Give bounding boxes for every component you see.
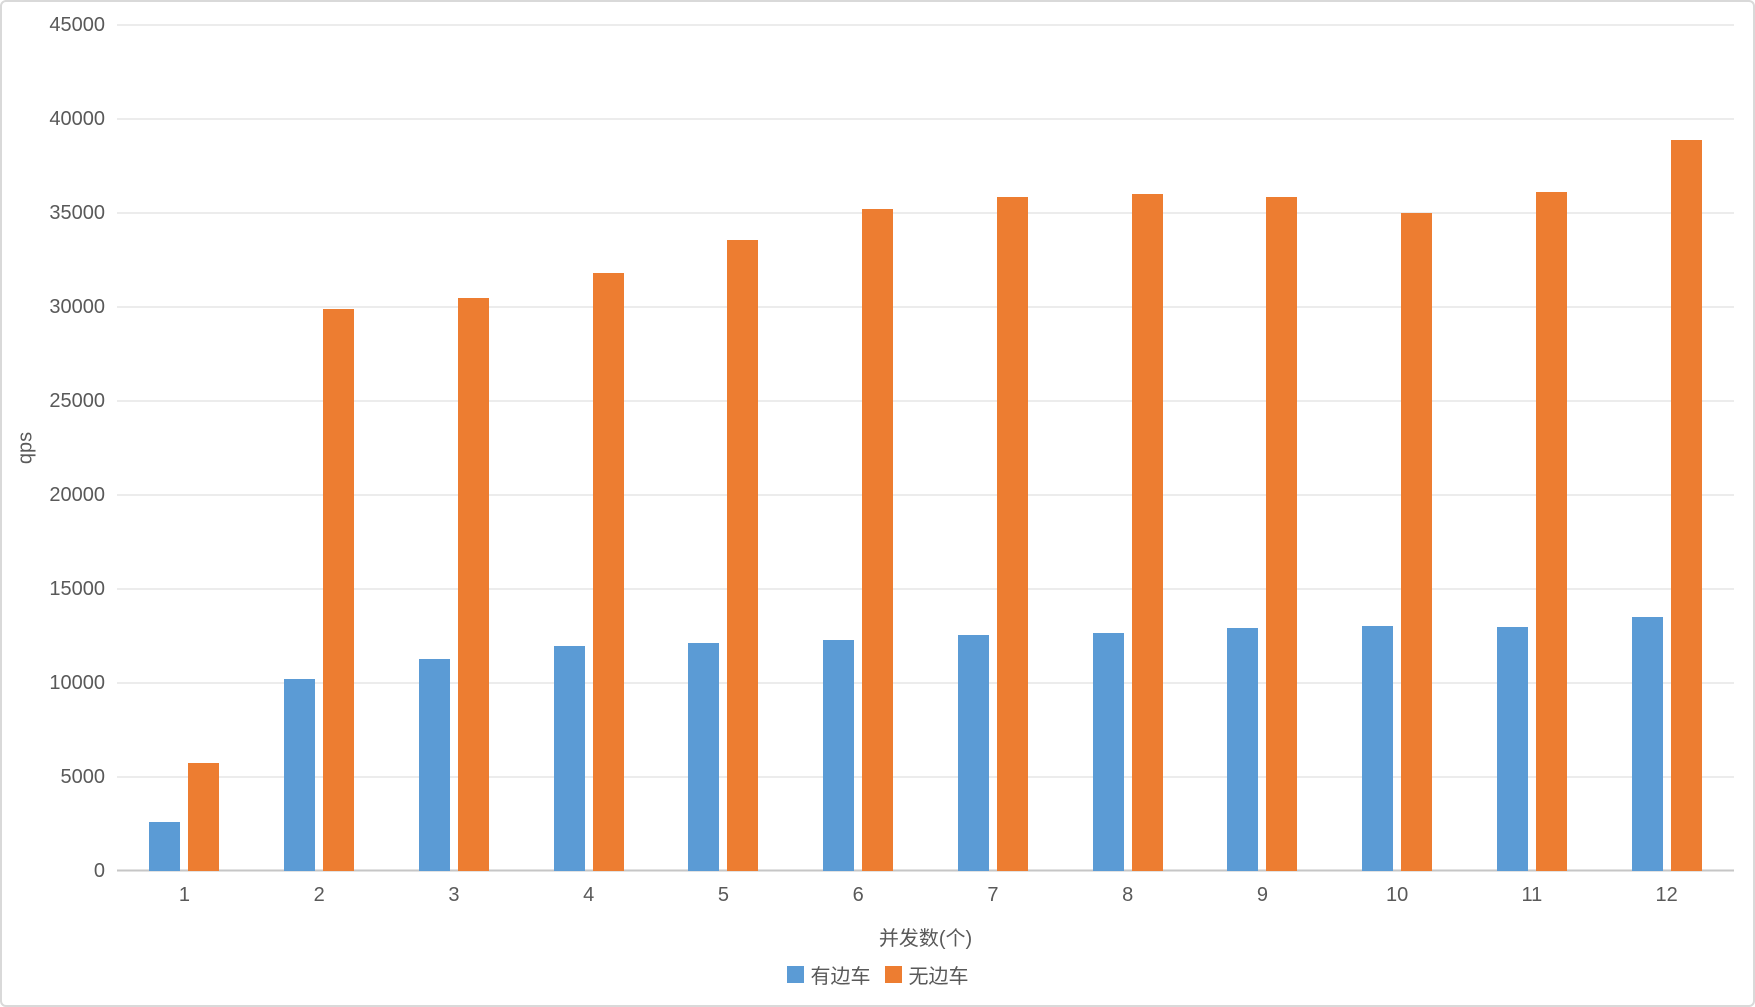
gridline-45000 [117, 24, 1734, 26]
bar-无边车-x12 [1670, 139, 1702, 871]
gridline-15000 [117, 588, 1734, 590]
x-tick-label-3: 3 [448, 884, 460, 906]
bar-无边车-x8 [1131, 194, 1163, 871]
gridline-40000 [117, 118, 1734, 120]
x-tick-label-10: 10 [1386, 884, 1409, 906]
y-tick-label-45000: 45000 [49, 14, 105, 36]
bar-有边车-x3 [418, 658, 450, 871]
x-axis-ticks: 1 2 3 4 5 6 7 8 9 10 11 12 [117, 884, 1734, 907]
gridline-5000 [117, 776, 1734, 778]
bar-无边车-x1 [188, 762, 220, 871]
gridline-10000 [117, 682, 1734, 684]
x-tick-label-1: 1 [178, 884, 190, 906]
x-tick-label-7: 7 [987, 884, 999, 906]
legend-swatch-icon [884, 966, 902, 983]
bar-有边车-x2 [284, 679, 316, 871]
bar-有边车-x7 [957, 635, 989, 871]
bar-有边车-x1 [149, 822, 181, 871]
x-axis-title: 并发数(个) [878, 928, 973, 950]
y-tick-label-35000: 35000 [49, 202, 105, 224]
x-tick-label-2: 2 [313, 884, 325, 906]
x-tick-label-8: 8 [1122, 884, 1134, 906]
y-axis-title: qps [14, 431, 37, 465]
gridline-30000 [117, 306, 1734, 308]
bar-有边车-x8 [1092, 633, 1124, 871]
x-tick-label-9: 9 [1256, 884, 1268, 906]
bar-group-1 [117, 25, 252, 871]
bar-group-6 [791, 25, 926, 871]
bar-有边车-x10 [1362, 625, 1394, 871]
bar-无边车-x11 [1535, 192, 1567, 871]
bar-无边车-x9 [1266, 197, 1298, 871]
bar-有边车-x5 [688, 642, 720, 871]
bar-group-2 [252, 25, 387, 871]
plot-area [117, 24, 1734, 872]
bar-group-8 [1060, 25, 1195, 871]
gridline-20000 [117, 494, 1734, 496]
bar-有边车-x9 [1227, 627, 1259, 871]
bar-有边车-x6 [823, 639, 855, 871]
x-axis-line [117, 869, 1734, 872]
bar-group-11 [1465, 25, 1600, 871]
x-tick-label-11: 11 [1521, 884, 1543, 906]
bar-group-5 [656, 25, 791, 871]
legend-swatch-icon [786, 966, 804, 983]
legend-label: 有边车 [810, 966, 871, 988]
bar-无边车-x7 [996, 197, 1028, 871]
legend-label: 无边车 [908, 966, 969, 988]
bar-无边车-x6 [862, 209, 894, 871]
bar-无边车-x3 [457, 297, 489, 871]
gridline-25000 [117, 400, 1734, 402]
y-tick-label-30000: 30000 [49, 295, 105, 318]
y-tick-label-40000: 40000 [49, 108, 105, 130]
y-tick-label-20000: 20000 [49, 484, 105, 506]
legend-item-有边车: 有边车 [786, 960, 871, 989]
y-tick-label-25000: 25000 [49, 390, 105, 412]
bar-group-9 [1195, 25, 1330, 871]
bar-有边车-x12 [1631, 617, 1663, 871]
y-tick-label-10000: 10000 [49, 672, 105, 694]
y-axis-ticks: 0 5000 10000 15000 20000 25000 30000 35000 40000… [2, 15, 106, 881]
bar-group-3 [387, 25, 522, 871]
gridline-35000 [117, 212, 1734, 214]
legend-item-无边车: 无边车 [884, 960, 969, 989]
bar-有边车-x11 [1496, 626, 1528, 871]
bar-无边车-x10 [1401, 213, 1433, 871]
x-tick-label-6: 6 [852, 884, 864, 906]
x-tick-label-4: 4 [583, 884, 595, 906]
bar-group-10 [1330, 25, 1465, 871]
x-tick-label-12: 12 [1655, 884, 1678, 906]
y-tick-label-5000: 5000 [60, 766, 106, 788]
bars-area [117, 25, 1734, 871]
bar-group-7 [926, 25, 1061, 871]
bar-无边车-x5 [727, 240, 759, 871]
bar-group-12 [1599, 25, 1734, 871]
bar-group-4 [521, 25, 656, 871]
bar-无边车-x2 [323, 308, 355, 871]
x-tick-label-5: 5 [717, 884, 729, 906]
bar-有边车-x4 [553, 646, 585, 871]
y-tick-label-15000: 15000 [49, 577, 105, 600]
legend: 有边车 无边车 [2, 960, 1753, 989]
bar-无边车-x4 [592, 273, 624, 871]
y-tick-label-0: 0 [93, 860, 105, 882]
